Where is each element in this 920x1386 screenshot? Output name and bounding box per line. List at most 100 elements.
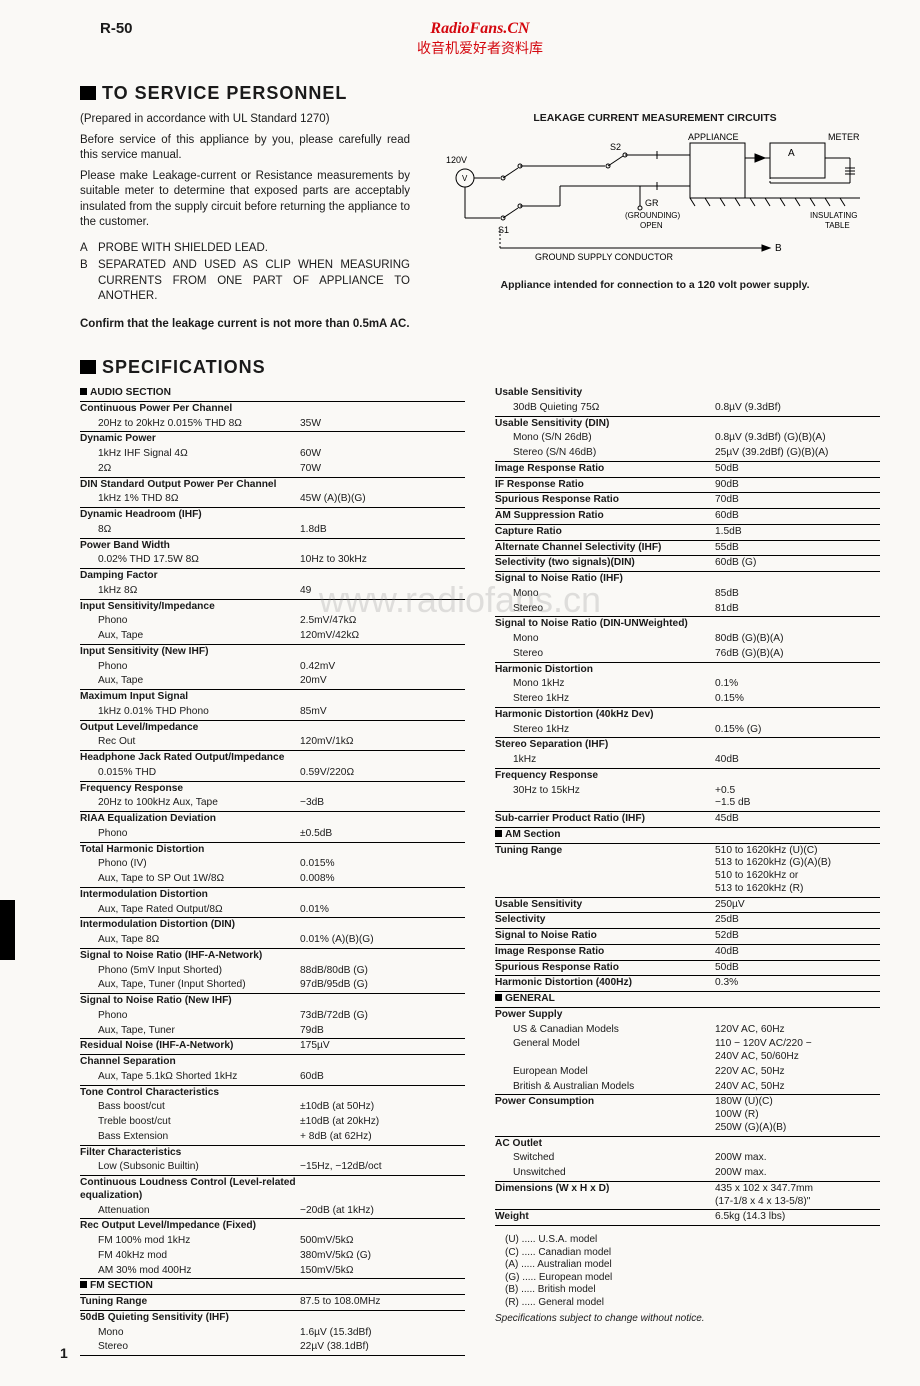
intro-p1: (Prepared in accordance with UL Standard… [80, 112, 410, 128]
diagram-caption: Appliance intended for connection to a 1… [430, 279, 880, 291]
spec-row: Weight6.5kg (14.3 lbs) [495, 1210, 880, 1226]
ab-list: APROBE WITH SHIELDED LEAD. BSEPARATED AN… [80, 241, 410, 305]
spec-sub-row: Aux, Tape to SP Out 1W/8Ω0.008% [80, 872, 465, 888]
spec-sub-row: 0.02% THD 17.5W 8Ω10Hz to 30kHz [80, 553, 465, 569]
spec-heading-row: Harmonic Distortion (40kHz Dev) [495, 708, 880, 723]
spec-heading-row: Usable Sensitivity (DIN) [495, 417, 880, 432]
spec-sub-row: 30dB Quieting 75Ω0.8µV (9.3dBf) [495, 401, 880, 417]
svg-text:V: V [462, 174, 468, 183]
spec-sub-row: 1kHz 1% THD 8Ω45W (A)(B)(G) [80, 492, 465, 508]
spec-row: Alternate Channel Selectivity (IHF)55dB [495, 541, 880, 557]
svg-text:INSULATING: INSULATING [810, 211, 857, 220]
spec-section-header: AM Section [495, 828, 880, 844]
spec-sub-row: Stereo 1kHz0.15% [495, 692, 880, 708]
note-a: PROBE WITH SHIELDED LEAD. [98, 241, 410, 257]
spec-sub-row: US & Canadian Models120V AC, 60Hz [495, 1023, 880, 1038]
spec-heading-row: Headphone Jack Rated Output/Impedance [80, 751, 465, 766]
svg-text:APPLIANCE: APPLIANCE [688, 132, 739, 142]
spec-sub-row: Phono±0.5dB [80, 827, 465, 843]
spec-row: Signal to Noise Ratio52dB [495, 929, 880, 945]
spec-heading-row: Harmonic Distortion [495, 663, 880, 678]
model-legend: (U) ..... U.S.A. model(C) ..... Canadian… [495, 1234, 880, 1309]
note-b: SEPARATED AND USED AS CLIP WHEN MEASURIN… [98, 258, 410, 305]
spec-row: Harmonic Distortion (400Hz)0.3% [495, 976, 880, 992]
spec-sub-row: Phono (5mV Input Shorted)88dB/80dB (G) [80, 964, 465, 979]
spec-heading-row: DIN Standard Output Power Per Channel [80, 478, 465, 493]
page: R-50 RadioFans.CN 收音机爱好者资料库 TO SERVICE P… [0, 0, 920, 1386]
spec-heading-row: Filter Characteristics [80, 1146, 465, 1161]
spec-row: Spurious Response Ratio70dB [495, 493, 880, 509]
spec-sub-row: Bass Extension+ 8dB (at 62Hz) [80, 1130, 465, 1146]
spec-sub-row: Treble boost/cut±10dB (at 20kHz) [80, 1115, 465, 1130]
svg-text:TABLE: TABLE [825, 221, 850, 230]
spec-heading-row: Damping Factor [80, 569, 465, 584]
spec-sub-row: FM 40kHz mod380mV/5kΩ (G) [80, 1249, 465, 1264]
spec-sub-row: 1kHz 0.01% THD Phono85mV [80, 705, 465, 721]
spec-sub-row: Stereo (S/N 46dB)25µV (39.2dBf) (G)(B)(A… [495, 446, 880, 462]
legend-item: (C) ..... Canadian model [495, 1247, 880, 1260]
spec-sub-row: Phono73dB/72dB (G) [80, 1009, 465, 1024]
svg-text:METER: METER [828, 132, 860, 142]
svg-text:S2: S2 [610, 142, 621, 152]
spec-sub-row: Stereo81dB [495, 602, 880, 618]
spec-row: Tuning Range510 to 1620kHz (U)(C)513 to … [495, 844, 880, 898]
spec-sub-row: General Model110 − 120V AC/220 −240V AC,… [495, 1037, 880, 1065]
specs-heading-text: SPECIFICATIONS [102, 357, 266, 377]
spec-heading-row: Input Sensitivity (New IHF) [80, 645, 465, 660]
spec-sub-row: FM 100% mod 1kHz500mV/5kΩ [80, 1234, 465, 1249]
spec-heading-row: AC Outlet [495, 1137, 880, 1152]
spec-heading-row: RIAA Equalization Deviation [80, 812, 465, 827]
svg-text:A: A [788, 148, 795, 159]
spec-sub-row: AM 30% mod 400Hz150mV/5kΩ [80, 1264, 465, 1280]
spec-sub-row: British & Australian Models240V AC, 50Hz [495, 1080, 880, 1096]
legend-item: (U) ..... U.S.A. model [495, 1234, 880, 1247]
svg-text:(GROUNDING): (GROUNDING) [625, 211, 680, 220]
spec-columns: AUDIO SECTIONContinuous Power Per Channe… [80, 386, 880, 1356]
specs-heading: SPECIFICATIONS [80, 357, 880, 378]
spec-col-left: AUDIO SECTIONContinuous Power Per Channe… [80, 386, 465, 1356]
intro-p3: Please make Leakage-current or Resistanc… [80, 169, 410, 231]
spec-sub-row: Aux, Tape120mV/42kΩ [80, 629, 465, 645]
spec-row: Capture Ratio1.5dB [495, 525, 880, 541]
spec-heading-row: Signal to Noise Ratio (DIN-UNWeighted) [495, 617, 880, 632]
service-heading-text: TO SERVICE PERSONNEL [102, 83, 347, 103]
spec-sub-row: Mono1.6µV (15.3dBf) [80, 1326, 465, 1341]
legend-item: (R) ..... General model [495, 1297, 880, 1310]
spec-row: Dimensions (W x H x D)435 x 102 x 347.7m… [495, 1182, 880, 1211]
spec-heading-row: Stereo Separation (IHF) [495, 738, 880, 753]
svg-text:GROUND SUPPLY CONDUCTOR: GROUND SUPPLY CONDUCTOR [535, 252, 674, 262]
spec-heading-row: Rec Output Level/Impedance (Fixed) [80, 1219, 465, 1234]
service-heading: TO SERVICE PERSONNEL [80, 83, 880, 104]
spec-section-header: GENERAL [495, 992, 880, 1008]
spec-sub-row: European Model220V AC, 50Hz [495, 1065, 880, 1080]
svg-text:OPEN: OPEN [640, 221, 663, 230]
spec-heading-row: Continuous Power Per Channel [80, 402, 465, 417]
spec-row: Image Response Ratio50dB [495, 462, 880, 478]
spec-sub-row: Phono (IV)0.015% [80, 857, 465, 872]
spec-sub-row: 20Hz to 20kHz 0.015% THD 8Ω35W [80, 417, 465, 433]
spec-heading-row: Frequency Response [80, 782, 465, 797]
spec-sub-row: 1kHz IHF Signal 4Ω60W [80, 447, 465, 462]
spec-row: Spurious Response Ratio50dB [495, 961, 880, 977]
spec-heading-row: Maximum Input Signal [80, 690, 465, 705]
spec-row: Image Response Ratio40dB [495, 945, 880, 961]
diagram-title: LEAKAGE CURRENT MEASUREMENT CIRCUITS [430, 112, 880, 124]
black-square-icon [80, 360, 96, 374]
spec-row: IF Response Ratio90dB [495, 478, 880, 494]
spec-sub-row: Aux, Tape Rated Output/8Ω0.01% [80, 903, 465, 919]
spec-heading-row: 50dB Quieting Sensitivity (IHF) [80, 1311, 465, 1326]
spec-heading-row: Signal to Noise Ratio (IHF) [495, 572, 880, 587]
spec-heading-row: Input Sensitivity/Impedance [80, 600, 465, 615]
spec-sub-row: Aux, Tape 8Ω0.01% (A)(B)(G) [80, 933, 465, 949]
spec-row: Power Consumption180W (U)(C)100W (R)250W… [495, 1095, 880, 1136]
spec-row: Selectivity25dB [495, 913, 880, 929]
legend-item: (B) ..... British model [495, 1284, 880, 1297]
spec-sub-row: Aux, Tape, Tuner79dB [80, 1024, 465, 1040]
spec-sub-row: 8Ω1.8dB [80, 523, 465, 539]
spec-sub-row: 2Ω70W [80, 462, 465, 478]
spec-sub-row: Stereo22µV (38.1dBf) [80, 1340, 465, 1356]
spec-sub-row: Stereo76dB (G)(B)(A) [495, 647, 880, 663]
spec-heading-row: Frequency Response [495, 769, 880, 784]
model-number: R-50 [100, 20, 133, 37]
spec-sub-row: Low (Subsonic Builtin)−15Hz, −12dB/oct [80, 1160, 465, 1176]
